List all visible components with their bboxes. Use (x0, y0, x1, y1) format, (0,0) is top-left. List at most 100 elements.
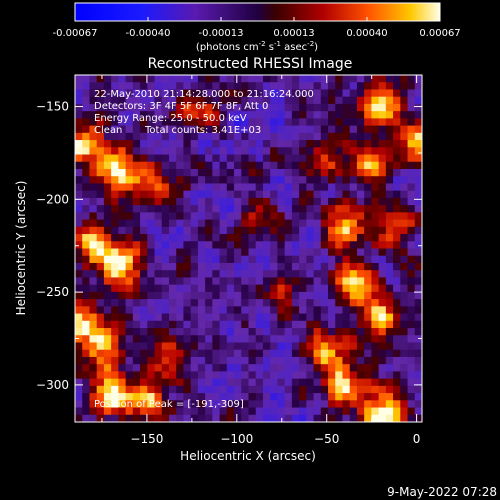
heatmap-pixel (234, 313, 242, 322)
heatmap-pixel (176, 234, 184, 242)
heatmap-pixel (291, 299, 300, 307)
heatmap-pixel (400, 82, 408, 90)
heatmap-pixel (118, 103, 127, 112)
heatmap-pixel (349, 132, 358, 141)
heatmap-pixel (197, 407, 206, 416)
heatmap-pixel (414, 147, 422, 155)
heatmap-pixel (270, 176, 278, 184)
heatmap-pixel (147, 154, 155, 163)
heatmap-pixel (241, 147, 249, 155)
heatmap-pixel (262, 364, 271, 372)
y-tick-label: −300 (36, 378, 69, 392)
heatmap-pixel (111, 89, 119, 98)
heatmap-pixel (385, 219, 394, 228)
heatmap-pixel (168, 349, 177, 358)
heatmap-pixel (299, 349, 307, 358)
heatmap-pixel (371, 219, 380, 228)
heatmap-pixel (147, 96, 155, 105)
heatmap-pixel (306, 111, 314, 119)
heatmap-pixel (335, 190, 343, 199)
heatmap-pixel (371, 393, 380, 401)
heatmap-pixel (234, 255, 242, 264)
heatmap-pixel (299, 205, 307, 213)
heatmap-pixel (342, 371, 351, 380)
heatmap-pixel (349, 226, 358, 235)
heatmap-pixel (226, 407, 235, 416)
heatmap-pixel (111, 118, 119, 127)
heatmap-pixel (132, 349, 141, 358)
heatmap-pixel (248, 400, 257, 408)
heatmap-pixel (349, 349, 358, 358)
heatmap-pixel (291, 176, 300, 184)
heatmap-pixel (407, 111, 416, 119)
heatmap-pixel (277, 168, 286, 177)
heatmap-pixel (414, 168, 422, 177)
heatmap-pixel (154, 306, 163, 314)
heatmap (75, 75, 422, 422)
heatmap-pixel (313, 255, 322, 264)
heatmap-pixel (328, 342, 336, 351)
heatmap-pixel (299, 270, 307, 278)
heatmap-pixel (349, 219, 358, 228)
heatmap-pixel (103, 161, 112, 170)
heatmap-pixel (226, 96, 235, 105)
heatmap-pixel (183, 147, 192, 155)
heatmap-pixel (75, 335, 83, 343)
heatmap-pixel (154, 75, 163, 83)
heatmap-pixel (226, 132, 235, 141)
heatmap-pixel (313, 89, 322, 98)
heatmap-pixel (262, 371, 271, 380)
heatmap-pixel (183, 356, 192, 365)
heatmap-pixel (103, 118, 112, 127)
heatmap-pixel (205, 385, 213, 394)
heatmap-pixel (241, 356, 249, 365)
heatmap-pixel (168, 161, 177, 170)
heatmap-pixel (219, 89, 228, 98)
heatmap-pixel (154, 161, 163, 170)
heatmap-pixel (291, 262, 300, 271)
heatmap-pixel (212, 378, 220, 387)
heatmap-pixel (400, 212, 408, 220)
heatmap-pixel (262, 393, 271, 401)
heatmap-pixel (414, 335, 422, 343)
heatmap-pixel (364, 393, 372, 401)
heatmap-pixel (183, 248, 192, 257)
heatmap-pixel (291, 255, 300, 264)
heatmap-pixel (168, 328, 177, 336)
heatmap-pixel (407, 385, 416, 394)
heatmap-pixel (219, 356, 228, 365)
heatmap-pixel (147, 132, 155, 141)
heatmap-pixel (400, 349, 408, 358)
heatmap-pixel (190, 378, 199, 387)
heatmap-pixel (356, 371, 365, 380)
heatmap-pixel (414, 320, 422, 329)
heatmap-pixel (75, 385, 83, 394)
heatmap-pixel (111, 241, 119, 249)
heatmap-pixel (291, 197, 300, 206)
heatmap-pixel (270, 248, 278, 257)
heatmap-pixel (328, 183, 336, 192)
heatmap-pixel (291, 407, 300, 416)
heatmap-pixel (118, 277, 127, 286)
heatmap-pixel (147, 277, 155, 286)
heatmap-pixel (168, 284, 177, 293)
heatmap-pixel (364, 183, 372, 192)
heatmap-pixel (385, 190, 394, 199)
heatmap-pixel (89, 270, 98, 278)
heatmap-pixel (255, 241, 264, 249)
heatmap-pixel (248, 313, 257, 322)
heatmap-pixel (197, 176, 206, 184)
heatmap-pixel (378, 132, 387, 141)
heatmap-pixel (82, 291, 90, 300)
heatmap-pixel (356, 168, 365, 177)
heatmap-pixel (89, 299, 98, 307)
heatmap-pixel (75, 400, 83, 408)
heatmap-pixel (291, 414, 300, 422)
heatmap-pixel (306, 96, 314, 105)
heatmap-pixel (371, 371, 380, 380)
colorbar-tick-label: -0.00013 (199, 28, 244, 39)
heatmap-pixel (335, 154, 343, 163)
heatmap-pixel (197, 255, 206, 264)
heatmap-pixel (197, 284, 206, 293)
heatmap-pixel (75, 349, 83, 358)
